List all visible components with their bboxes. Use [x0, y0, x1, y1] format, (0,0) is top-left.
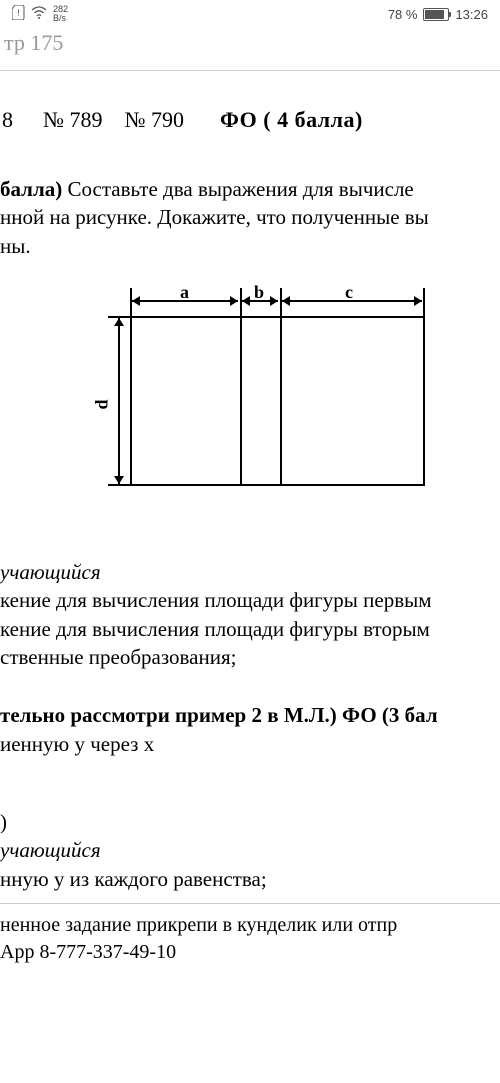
battery-icon [423, 8, 449, 21]
geometry-figure: a b c d [70, 286, 430, 516]
task-row: 8 № 789 № 790 ФО ( 4 балла) [0, 71, 500, 141]
criteria-heading-1: учающийся [0, 558, 500, 586]
battery-fill [425, 10, 444, 19]
task2-line1a: тельно рассмотри пример 2 в М.Л.) [0, 703, 342, 727]
svg-text:!: ! [17, 8, 20, 18]
rect-split-1 [240, 316, 242, 486]
criteria-l2: кение для вычисления площади фигуры втор… [0, 615, 500, 643]
task2-line1b: ФО (3 бал [342, 703, 438, 727]
footer-l2: Арр 8-777-337-49-10 [0, 939, 500, 966]
task-790: № 790 [125, 107, 185, 133]
criteria-heading-2: учающийся [0, 836, 500, 864]
task-block-2: тельно рассмотри пример 2 в М.Л.) ФО (3 … [0, 701, 500, 758]
criteria2-l1: нную у из каждого равенства; [0, 865, 500, 893]
dim-d [118, 318, 120, 484]
criteria-l3: ственные преобразования; [0, 643, 500, 671]
label-d: d [92, 400, 113, 410]
task2-line2: иенную у через х [0, 732, 154, 756]
task-frag-1: 8 [2, 107, 13, 133]
net-speed-bottom: B/s [53, 14, 68, 23]
tick-c-right [423, 288, 425, 316]
footer-l1: ненное задание прикрепи в кунделик или о… [0, 912, 500, 939]
rect-outline [130, 316, 425, 486]
points-frag: балла) [0, 177, 68, 201]
clock: 13:26 [455, 7, 488, 22]
para-line2: нной на рисунке. Докажите, что полученны… [0, 205, 429, 229]
criteria-block-1: учающийся кение для вычисления площади ф… [0, 558, 500, 671]
battery-pct: 78 % [388, 7, 418, 22]
criteria-block-2: ) учающийся нную у из каждого равенства; [0, 808, 500, 893]
para-line3: ны. [0, 234, 31, 258]
label-a: a [180, 282, 189, 303]
problem-text: балла) Составьте два выражения для вычис… [0, 175, 500, 260]
footer-instruction: ненное задание прикрепи в кунделик или о… [0, 903, 500, 966]
label-c: c [345, 282, 353, 303]
fo-label: ФО ( 4 балла) [220, 107, 363, 133]
criteria-l1: кение для вычисления площади фигуры перв… [0, 586, 500, 614]
net-speed: 282 B/s [53, 5, 68, 23]
label-b: b [254, 282, 264, 303]
prev-page-fragment: тр 175 [0, 30, 500, 56]
wifi-icon [31, 6, 47, 22]
para-line1: Составьте два выражения для вычисле [68, 177, 414, 201]
figure-container: a b c d [0, 286, 500, 516]
sim-icon: ! [12, 5, 25, 23]
task-789: № 789 [43, 107, 103, 133]
lone-paren: ) [0, 808, 500, 836]
status-bar: ! 282 B/s 78 % 13:26 [0, 0, 500, 28]
tick-d-bottom [108, 484, 130, 486]
rect-split-2 [280, 316, 282, 486]
